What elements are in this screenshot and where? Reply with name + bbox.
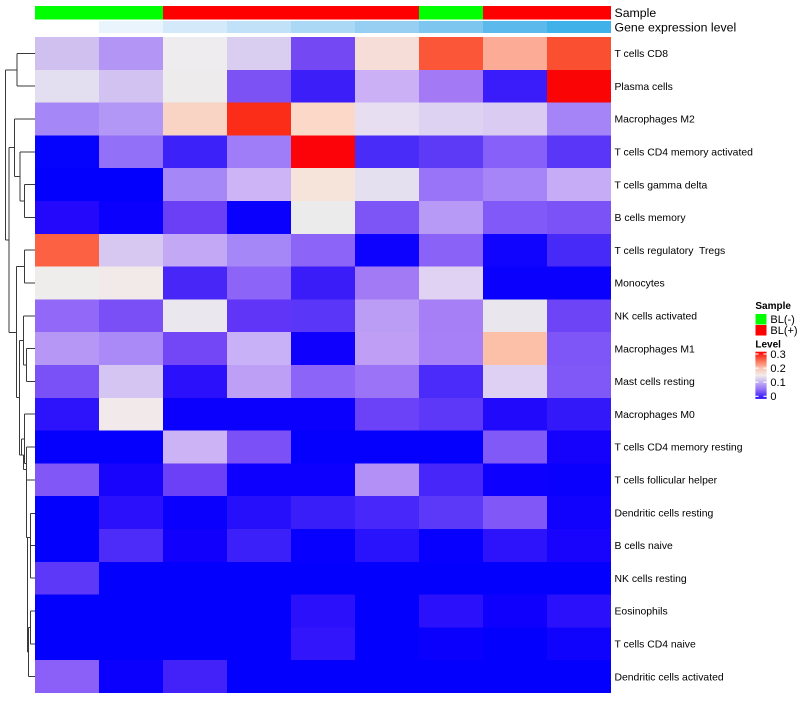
svg-text:Macrophages M2: Macrophages M2 <box>615 115 696 126</box>
svg-text:T cells follicular helper: T cells follicular helper <box>615 476 718 487</box>
svg-text:Monocytes: Monocytes <box>615 279 665 290</box>
svg-text:Eosinophils: Eosinophils <box>615 607 668 618</box>
svg-text:Sample: Sample <box>615 6 657 20</box>
svg-text:B cells memory: B cells memory <box>615 213 687 224</box>
svg-text:Dendritic cells resting: Dendritic cells resting <box>615 508 714 519</box>
svg-text:Plasma cells: Plasma cells <box>615 82 673 93</box>
svg-text:BL(-): BL(-) <box>770 314 794 326</box>
svg-text:0.2: 0.2 <box>770 363 785 375</box>
svg-text:Macrophages M1: Macrophages M1 <box>615 344 696 355</box>
svg-text:Macrophages M0: Macrophages M0 <box>615 410 696 421</box>
svg-text:BL(+): BL(+) <box>770 325 797 337</box>
svg-text:T cells CD8: T cells CD8 <box>615 49 669 60</box>
svg-text:NK cells activated: NK cells activated <box>615 312 698 323</box>
svg-text:T cells gamma delta: T cells gamma delta <box>615 180 708 191</box>
svg-text:0.3: 0.3 <box>770 349 785 361</box>
svg-text:Dendritic cells activated: Dendritic cells activated <box>615 672 724 683</box>
svg-text:0.1: 0.1 <box>770 377 785 389</box>
svg-text:T cells CD4 memory activated: T cells CD4 memory activated <box>615 148 754 159</box>
svg-text:Mast cells resting: Mast cells resting <box>615 377 695 388</box>
svg-text:T cells regulatory Tregs: T cells regulatory Tregs <box>615 246 726 257</box>
svg-text:T cells CD4 memory resting: T cells CD4 memory resting <box>615 443 743 454</box>
svg-text:T cells CD4 naive: T cells CD4 naive <box>615 640 696 651</box>
svg-text:Sample: Sample <box>755 301 791 312</box>
svg-text:Level: Level <box>755 339 781 350</box>
svg-text:NK cells resting: NK cells resting <box>615 574 687 585</box>
svg-text:0: 0 <box>770 391 776 403</box>
svg-text:B cells naive: B cells naive <box>615 541 674 552</box>
svg-text:Gene expression level: Gene expression level <box>615 20 737 34</box>
